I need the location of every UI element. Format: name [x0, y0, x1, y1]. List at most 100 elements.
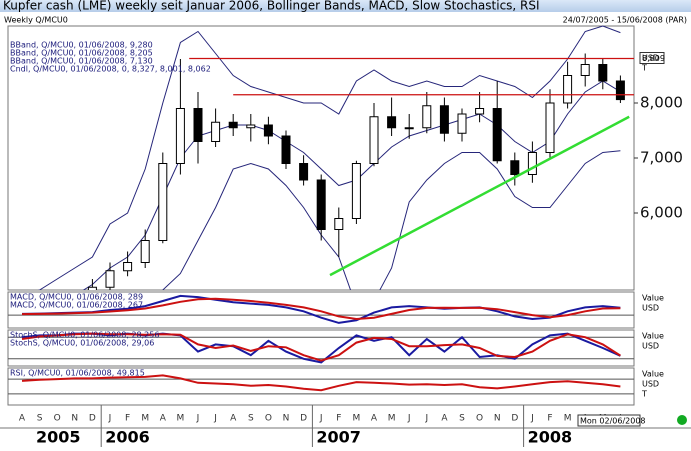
candle-body	[351, 163, 361, 219]
month-label: M	[177, 414, 185, 424]
price-legend: BBand, Q/MCU0, 01/06/2008, 8,205	[10, 49, 153, 58]
month-label: A	[441, 414, 448, 424]
month-label: M	[141, 414, 149, 424]
candle-body	[527, 152, 537, 175]
month-label: A	[371, 414, 378, 424]
month-label: A	[160, 414, 167, 424]
axis-unit-label: USD	[642, 54, 659, 63]
candle-body	[87, 286, 97, 290]
level-label: 8,809	[642, 54, 665, 63]
title-bar	[0, 0, 691, 12]
macd-line	[21, 297, 621, 321]
axis-unit-label: USD	[642, 380, 659, 389]
month-label: F	[125, 414, 130, 424]
candle-body	[228, 121, 238, 129]
axis-unit-label: T	[641, 390, 647, 399]
year-label: 2007	[316, 428, 361, 447]
candle-body	[263, 124, 273, 137]
rsi-legend: RSI, Q/MCU0, 01/06/2008, 49,815	[10, 369, 145, 378]
month-label: O	[476, 414, 483, 424]
month-label: S	[459, 414, 465, 424]
month-label: D	[300, 414, 307, 424]
stoch-frame	[7, 329, 635, 367]
stoch-plot	[8, 332, 634, 364]
subtitle-right: 24/07/2005 - 15/06/2008 (PAR)	[563, 16, 687, 25]
candle-body	[563, 75, 573, 104]
stoch-legend: StochS, Q/MCU0, 01/06/2008, 29,06	[10, 339, 154, 348]
candle-body	[158, 163, 168, 241]
month-label: J	[424, 414, 428, 424]
price-line	[37, 25, 621, 290]
month-label: S	[248, 414, 254, 424]
price-legend: BBand, Q/MCU0, 01/06/2008, 7,130	[10, 57, 153, 66]
month-label: J	[108, 414, 112, 424]
candle-body	[123, 262, 133, 272]
cursor-label: Mon 02/06/2008	[580, 417, 646, 426]
candle-body	[545, 102, 555, 153]
rsi-frame	[7, 367, 635, 406]
month-label: F	[547, 414, 552, 424]
level-box	[639, 52, 665, 65]
candle-legend: Cndl, Q/MCU0, 01/06/2008, 0, 8,327, 8,00…	[10, 65, 211, 74]
candle-body	[105, 270, 115, 288]
candle-body	[580, 64, 590, 76]
year-label: 2005	[36, 428, 81, 447]
month-label: O	[54, 414, 61, 424]
candle-body	[334, 218, 344, 230]
month-label: D	[89, 414, 96, 424]
candle-body	[510, 160, 520, 175]
candle-body	[175, 108, 185, 164]
chart-title: Kupfer cash (LME) weekly seit Januar 200…	[3, 0, 540, 13]
month-label: F	[336, 414, 341, 424]
axis-unit-label: USD	[642, 342, 659, 351]
rsi-plot	[8, 374, 634, 395]
candle-body	[598, 64, 608, 82]
axis-unit-label: Value	[642, 370, 664, 379]
candle-body	[299, 163, 309, 181]
candle-body	[193, 108, 203, 142]
candle-body	[475, 108, 485, 115]
stoch-legend: StochS, Q/MCU0, 01/06/2008, 28,256	[10, 331, 159, 340]
y-tick-label: 7,000	[640, 149, 683, 167]
trend-line	[329, 115, 630, 277]
month-label: J	[319, 414, 323, 424]
month-label: A	[230, 414, 237, 424]
rsi-line	[21, 374, 621, 392]
candle-body	[246, 124, 256, 129]
month-label: N	[494, 414, 501, 424]
month-label: J	[530, 414, 534, 424]
month-label: M	[564, 414, 572, 424]
y-tick-label: 6,000	[640, 204, 683, 222]
month-label: N	[283, 414, 290, 424]
macd-legend: MACD, Q/MCU0, 01/06/2008, 289	[10, 293, 143, 302]
month-label: J	[196, 414, 200, 424]
macd-plot	[8, 294, 634, 324]
macd-line	[21, 294, 621, 324]
axis-unit-label: USD	[642, 304, 659, 313]
candle-body	[492, 108, 502, 162]
candle-body	[369, 116, 379, 164]
month-label: M	[353, 414, 361, 424]
candle-body	[439, 105, 449, 134]
candle-body	[457, 113, 467, 134]
axis-unit-label: T	[641, 64, 647, 73]
month-label: M	[388, 414, 396, 424]
cursor-box	[577, 414, 641, 427]
macd-legend: MACD, Q/MCU0, 01/06/2008, 267	[10, 301, 143, 310]
candle-body	[615, 80, 625, 101]
year-label: 2006	[105, 428, 150, 447]
month-label: O	[265, 414, 272, 424]
month-label: A	[19, 414, 26, 424]
month-label: D	[511, 414, 518, 424]
candle-body	[422, 105, 432, 129]
axis-unit-label: Value	[642, 332, 664, 341]
candle-body	[281, 135, 291, 164]
month-label: J	[213, 414, 217, 424]
candle-body	[140, 240, 150, 263]
year-label: 2008	[528, 428, 573, 447]
price-plot	[37, 25, 630, 290]
candle-body	[404, 127, 414, 130]
month-label: J	[407, 414, 411, 424]
candle-body	[387, 116, 397, 129]
